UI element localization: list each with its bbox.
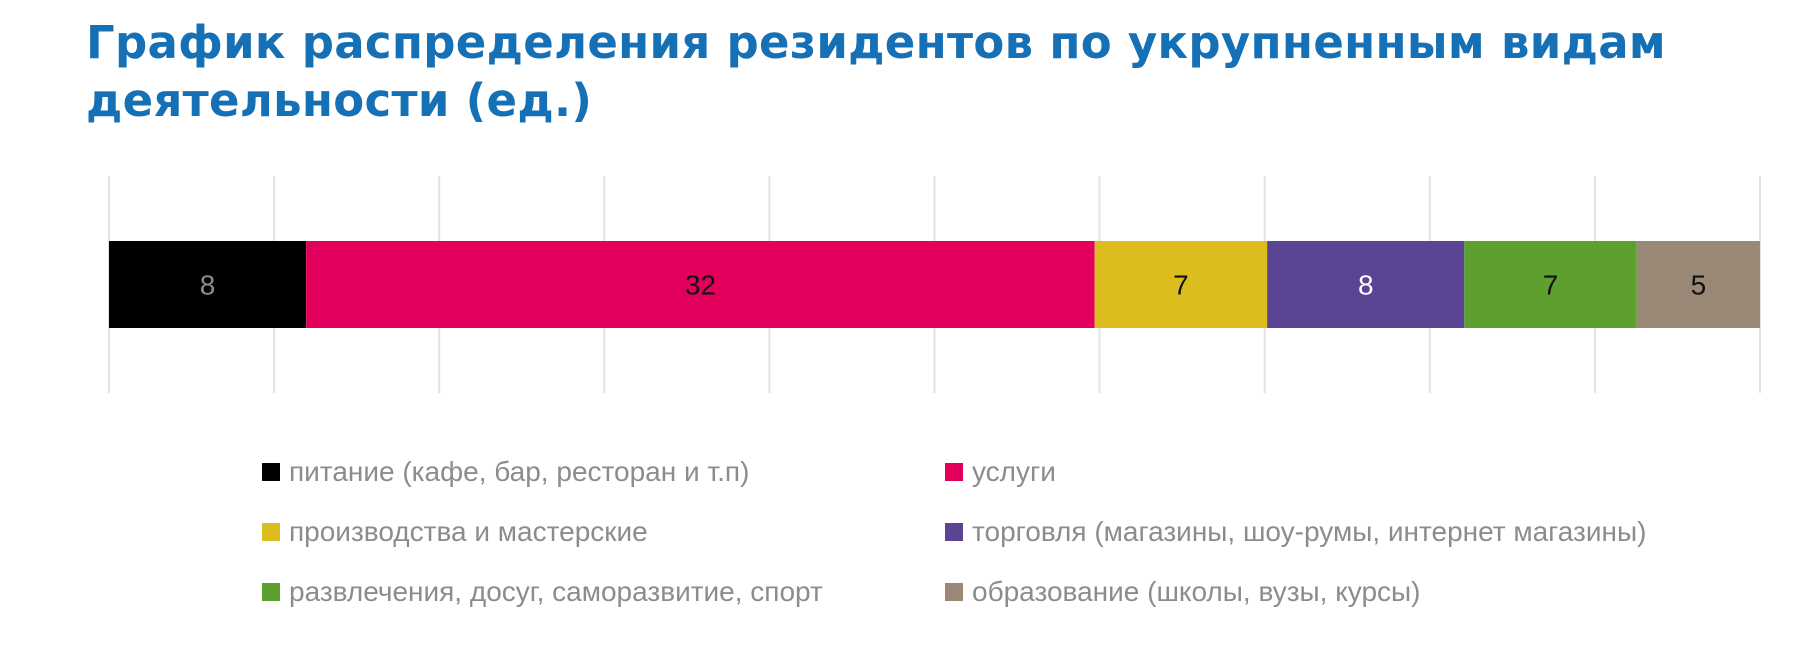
data-label-4: 8 bbox=[1358, 270, 1374, 301]
legend-item-6: образование (школы, вузы, курсы) bbox=[945, 572, 1645, 612]
legend-item-1: питание (кафе, бар, ресторан и т.п) bbox=[262, 452, 945, 492]
bar-segment-4 bbox=[1267, 241, 1465, 328]
legend-swatch bbox=[945, 523, 963, 541]
legend-label: производства и мастерские bbox=[289, 516, 648, 547]
data-label-6: 5 bbox=[1691, 270, 1707, 301]
legend-label: развлечения, досуг, саморазвитие, спорт bbox=[289, 576, 823, 607]
legend-swatch bbox=[262, 463, 280, 481]
legend-item-2: услуги bbox=[945, 452, 1645, 492]
legend-swatch bbox=[262, 523, 280, 541]
bar-segment-2 bbox=[306, 241, 1095, 328]
bar-segment-5 bbox=[1464, 241, 1637, 328]
legend-label: образование (школы, вузы, курсы) bbox=[972, 576, 1421, 607]
legend-item-3: производства и мастерские bbox=[262, 512, 945, 552]
legend-item-4: торговля (магазины, шоу-румы, интернет м… bbox=[945, 512, 1647, 552]
bar-segment-3 bbox=[1094, 241, 1268, 328]
legend-swatch bbox=[945, 583, 963, 601]
bar-segment-1 bbox=[109, 241, 307, 328]
bar-segment-6 bbox=[1636, 241, 1760, 328]
legend-item-5: развлечения, досуг, саморазвитие, спорт bbox=[262, 572, 945, 612]
data-label-3: 7 bbox=[1173, 270, 1189, 301]
legend-label: торговля (магазины, шоу-румы, интернет м… bbox=[972, 516, 1647, 547]
stacked-bar-chart: 8 32 7 8 7 5 bbox=[108, 176, 1761, 393]
chart-title: График распределения резидентов по укруп… bbox=[86, 16, 1666, 127]
data-label-2: 32 bbox=[685, 270, 716, 301]
data-label-5: 7 bbox=[1543, 270, 1559, 301]
chart-legend: питание (кафе, бар, ресторан и т.п) услуг… bbox=[262, 452, 1662, 612]
legend-label: услуги bbox=[972, 456, 1056, 487]
legend-swatch bbox=[262, 583, 280, 601]
legend-swatch bbox=[945, 463, 963, 481]
legend-label: питание (кафе, бар, ресторан и т.п) bbox=[289, 456, 750, 487]
data-label-1: 8 bbox=[200, 270, 216, 301]
